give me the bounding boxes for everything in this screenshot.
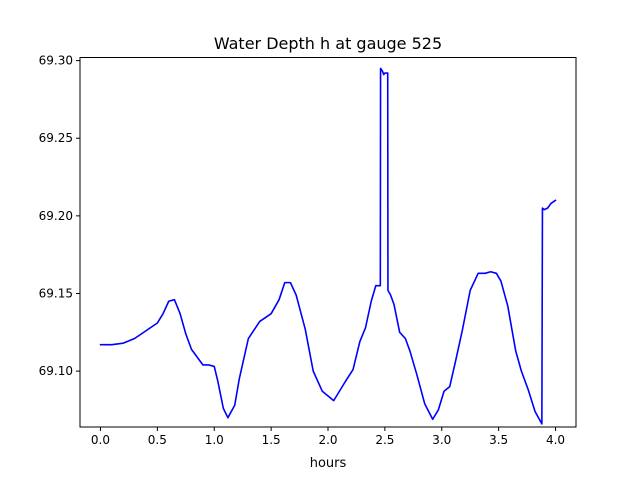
y-tick-label: 69.20	[39, 209, 73, 223]
x-tick-label: 3.5	[489, 433, 508, 447]
series-line	[99, 67, 557, 425]
y-axis-ticks: 69.10 69.15 69.20 69.25 69.30	[39, 54, 80, 378]
x-tick-label: 3.0	[432, 433, 451, 447]
x-tick-label: 2.5	[375, 433, 394, 447]
x-tick-label: 2.0	[318, 433, 337, 447]
plot-frame	[79, 57, 577, 428]
chart-title: Water Depth h at gauge 525	[214, 34, 442, 53]
x-tick-label: 1.0	[205, 433, 224, 447]
x-axis-label: hours	[310, 456, 347, 471]
x-tick-label: 4.0	[546, 433, 565, 447]
y-tick-label: 69.15	[39, 286, 73, 300]
y-tick-label: 69.25	[39, 131, 73, 145]
x-axis-ticks: 0.0 0.5 1.0 1.5 2.0 2.5 3.0 3.5 4.0	[91, 427, 565, 447]
x-tick-label: 0.0	[91, 433, 110, 447]
plot-area	[99, 67, 557, 425]
y-tick-label: 69.10	[39, 364, 73, 378]
x-tick-label: 0.5	[148, 433, 167, 447]
x-tick-label: 1.5	[262, 433, 281, 447]
y-tick-label: 69.30	[39, 54, 73, 68]
